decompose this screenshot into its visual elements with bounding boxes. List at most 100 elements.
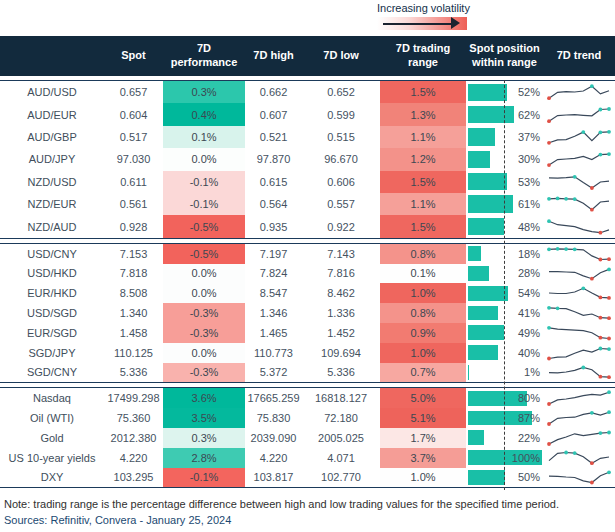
performance-cell: 0.0%: [163, 283, 245, 303]
trading-range-cell: 1.5%: [380, 215, 466, 237]
performance-cell: 0.0%: [163, 264, 245, 284]
performance-cell: -0.3%: [163, 323, 245, 343]
position-percent-label: 50%: [518, 468, 540, 488]
high-value: 0.564: [245, 198, 302, 210]
header-spot: Spot: [104, 49, 163, 63]
high-value: 103.817: [245, 471, 302, 483]
sources-line: Sources: Refinitiv, Convera - January 25…: [4, 514, 231, 526]
position-bar: [468, 430, 484, 445]
table-block-1: USD/CNY 7.153 -0.5% 7.197 7.143 0.8% 18%…: [0, 243, 615, 384]
instrument-label: AUD/USD: [0, 86, 104, 98]
spot-value: 5.336: [104, 366, 163, 378]
position-percent-label: 22%: [518, 428, 540, 448]
trading-range-cell: 1.2%: [380, 148, 466, 170]
low-value: 0.599: [302, 109, 380, 121]
position-percent-label: 40%: [518, 343, 540, 363]
table-row: EUR/SGD 1.458 -0.3% 1.465 1.452 0.9% 49%: [0, 323, 615, 343]
table-row: Nasdaq 17499.298 3.6% 17665.259 16818.12…: [0, 388, 615, 408]
trading-range-cell: 1.3%: [380, 103, 466, 125]
high-value: 110.773: [245, 347, 302, 359]
trend-sparkline: [543, 173, 615, 191]
trend-sparkline: [543, 218, 615, 236]
volatility-arrowhead-icon: [451, 17, 460, 29]
position-percent-label: 53%: [518, 171, 540, 193]
table-row: US 10-year yields 4.220 2.8% 4.220 4.071…: [0, 448, 615, 468]
performance-cell: -0.5%: [163, 215, 245, 237]
position-percent-label: 49%: [518, 323, 540, 343]
position-bar: [468, 173, 507, 190]
spot-value: 0.657: [104, 86, 163, 98]
performance-cell: -0.5%: [163, 244, 245, 264]
instrument-label: NZD/USD: [0, 176, 104, 188]
trend-sparkline: [543, 128, 615, 146]
trading-range-cell: 3.7%: [380, 448, 466, 468]
spot-value: 1.458: [104, 327, 163, 339]
table-row: EUR/HKD 8.508 0.0% 8.547 8.462 1.0% 54%: [0, 283, 615, 303]
spot-value: 0.928: [104, 221, 163, 233]
position-bar: [468, 306, 498, 321]
table-row: AUD/GBP 0.517 0.1% 0.521 0.515 1.1% 37%: [0, 126, 615, 148]
position-bar: [468, 325, 504, 340]
spot-value: 17499.298: [104, 392, 163, 404]
instrument-label: AUD/EUR: [0, 109, 104, 121]
instrument-label: SGD/JPY: [0, 347, 104, 359]
table-row: Oil (WTI) 75.360 3.5% 75.830 72.180 5.1%…: [0, 408, 615, 428]
low-value: 0.922: [302, 221, 380, 233]
high-value: 17665.259: [245, 392, 302, 404]
trading-range-cell: 1.7%: [380, 428, 466, 448]
table-row: DXY 103.295 -0.1% 103.817 102.770 1.0% 5…: [0, 468, 615, 488]
high-value: 0.935: [245, 221, 302, 233]
high-value: 75.830: [245, 412, 302, 424]
instrument-label: NZD/EUR: [0, 198, 104, 210]
high-value: 1.465: [245, 327, 302, 339]
trend-sparkline: [543, 389, 615, 407]
instrument-label: DXY: [0, 471, 104, 483]
performance-cell: 3.6%: [163, 388, 245, 408]
position-bar: [468, 246, 481, 261]
header-7d-performance: 7D performance: [163, 42, 245, 70]
performance-cell: 0.0%: [163, 148, 245, 170]
trading-range-cell: 1.1%: [380, 193, 466, 215]
low-value: 7.143: [302, 248, 380, 260]
spot-value: 7.818: [104, 267, 163, 279]
low-value: 5.336: [302, 366, 380, 378]
table-body: AUD/USD 0.657 0.3% 0.662 0.652 1.5% 52% …: [0, 80, 615, 488]
instrument-label: Nasdaq: [0, 392, 104, 404]
position-bar: [468, 218, 504, 235]
instrument-label: Gold: [0, 432, 104, 444]
instrument-label: AUD/JPY: [0, 153, 104, 165]
spot-value: 0.611: [104, 176, 163, 188]
performance-cell: 2.8%: [163, 448, 245, 468]
performance-cell: -0.3%: [163, 303, 245, 323]
position-percent-label: 18%: [518, 244, 540, 264]
header-7d-trading-range: 7D trading range: [380, 42, 466, 70]
table-row: Gold 2012.380 0.3% 2039.090 2005.025 1.7…: [0, 428, 615, 448]
position-percent-label: 54%: [518, 283, 540, 303]
instrument-label: EUR/SGD: [0, 327, 104, 339]
position-bar: [468, 106, 514, 123]
position-percent-label: 28%: [518, 264, 540, 284]
low-value: 8.462: [302, 287, 380, 299]
performance-cell: 0.3%: [163, 428, 245, 448]
spot-value: 2012.380: [104, 432, 163, 444]
performance-cell: -0.1%: [163, 171, 245, 193]
low-value: 2005.025: [302, 432, 380, 444]
trend-sparkline: [543, 409, 615, 427]
position-percent-label: 48%: [518, 215, 540, 237]
trading-range-cell: 1.0%: [380, 343, 466, 363]
position-percent-label: 37%: [518, 126, 540, 148]
position-bar: [468, 195, 513, 212]
instrument-label: AUD/GBP: [0, 131, 104, 143]
fifty-percent-reference-line: [504, 80, 505, 490]
performance-cell: -0.3%: [163, 363, 245, 383]
volatility-legend: Increasing volatility: [377, 2, 469, 30]
table-row: USD/CNY 7.153 -0.5% 7.197 7.143 0.8% 18%: [0, 244, 615, 264]
trend-sparkline: [543, 429, 615, 447]
table-row: USD/SGD 1.340 -0.3% 1.346 1.336 0.8% 41%: [0, 303, 615, 323]
trend-sparkline: [543, 150, 615, 168]
table-header: Spot 7D performance 7D high 7D low 7D tr…: [0, 36, 615, 76]
position-percent-label: 30%: [518, 148, 540, 170]
instrument-label: NZD/AUD: [0, 221, 104, 233]
table-row: AUD/EUR 0.604 0.4% 0.607 0.599 1.3% 62%: [0, 103, 615, 125]
trading-range-cell: 0.9%: [380, 323, 466, 343]
